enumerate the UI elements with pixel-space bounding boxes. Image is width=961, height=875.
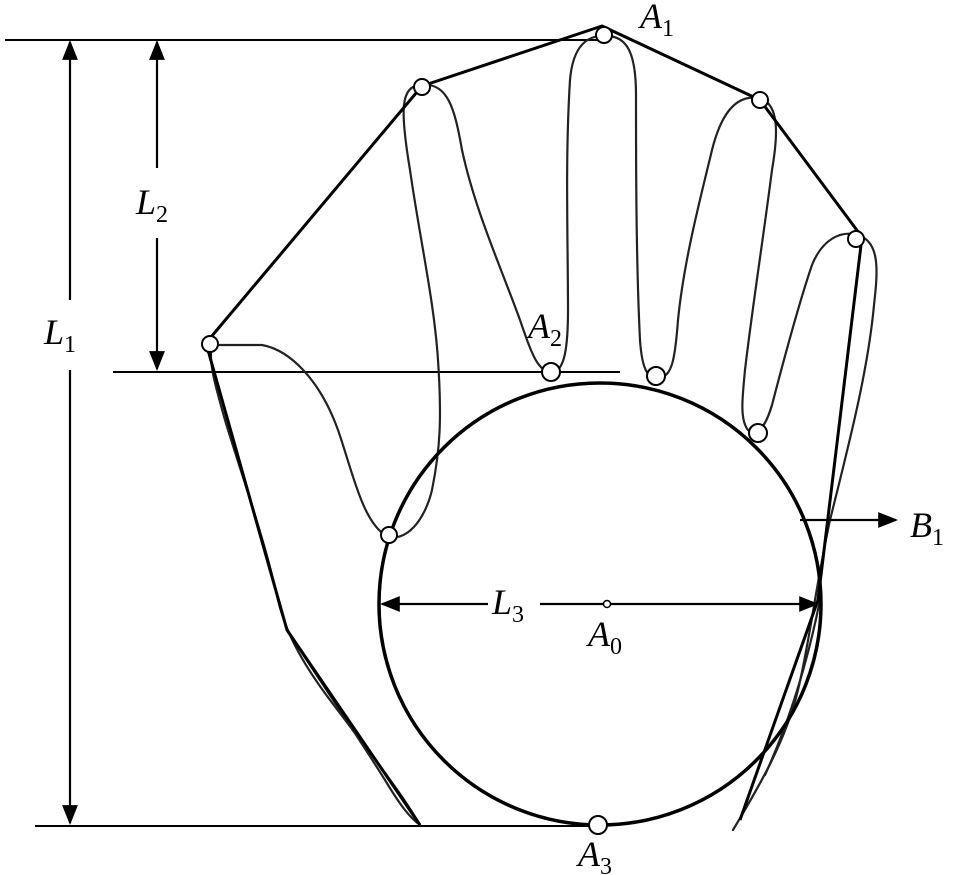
point-middle-ring-valley (646, 366, 666, 386)
point-ring-tip (751, 91, 769, 109)
hand-outline (209, 34, 878, 832)
l1-label-gap (40, 300, 100, 370)
l2-label-gap (128, 168, 188, 238)
point-a0 (602, 599, 612, 609)
label-a0: A0 (586, 614, 622, 660)
point-ring-little-valley (748, 423, 768, 443)
point-thumb-tip (201, 335, 219, 353)
point-index-tip (413, 78, 431, 96)
label-b1: B1 (910, 505, 944, 551)
label-a3: A3 (576, 834, 612, 875)
hand-convex-hull (204, 24, 864, 826)
l3-label-gap (488, 584, 540, 624)
label-a2: A2 (526, 306, 562, 352)
point-thumb-valley (380, 526, 398, 544)
label-l2: L2 (135, 182, 168, 228)
point-a2 (541, 362, 561, 382)
point-a3 (588, 815, 608, 835)
palm-crease-right (763, 598, 822, 777)
label-a1: A1 (638, 0, 674, 42)
label-l3: L3 (491, 582, 524, 628)
point-little-tip (847, 230, 865, 248)
label-l1: L1 (43, 312, 76, 358)
point-a1 (595, 26, 613, 44)
